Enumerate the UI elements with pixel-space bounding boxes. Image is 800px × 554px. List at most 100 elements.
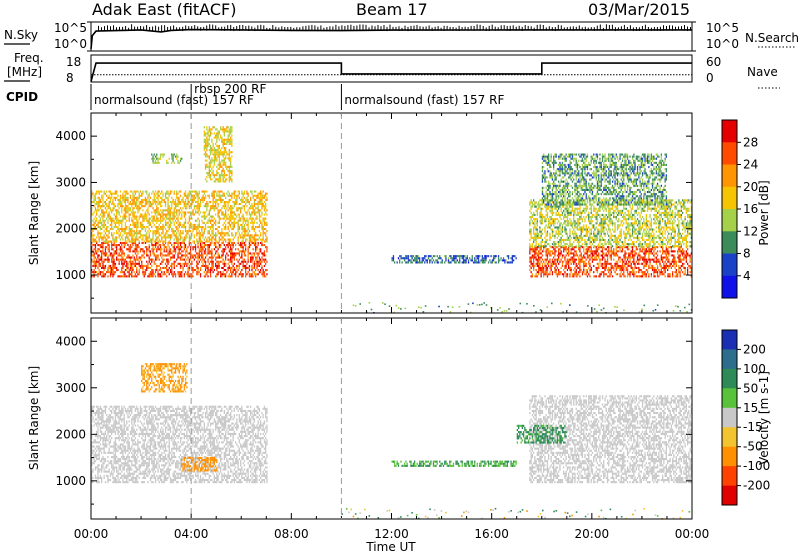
data-cell xyxy=(186,207,188,210)
data-cell xyxy=(604,273,606,276)
data-cell xyxy=(568,262,570,265)
data-cell xyxy=(634,250,636,253)
data-cell xyxy=(217,144,219,147)
data-cell xyxy=(166,159,168,162)
data-cell xyxy=(103,223,105,226)
data-cell xyxy=(154,161,157,164)
data-cell xyxy=(255,194,257,197)
data-cell xyxy=(149,201,152,204)
data-cell xyxy=(621,273,624,276)
data-cell xyxy=(102,262,104,265)
data-cell xyxy=(168,217,170,220)
data-cell xyxy=(147,266,149,269)
data-cell xyxy=(250,213,252,216)
data-cell xyxy=(633,256,635,259)
data-cell xyxy=(132,215,134,218)
data-cell xyxy=(151,157,153,160)
data-cell xyxy=(124,217,127,220)
data-cell xyxy=(484,259,486,262)
data-cell xyxy=(153,260,155,263)
data-cell xyxy=(233,256,235,259)
data-cell xyxy=(207,250,209,253)
data-cell xyxy=(541,258,544,261)
data-cell xyxy=(551,260,554,263)
data-cell xyxy=(265,223,267,226)
data-cell xyxy=(640,275,642,278)
data-cell xyxy=(231,192,233,195)
data-cell xyxy=(101,221,103,224)
data-cell xyxy=(656,264,659,267)
data-cell xyxy=(122,258,124,261)
data-cell xyxy=(93,262,95,265)
data-cell xyxy=(186,232,188,235)
data-cell xyxy=(124,198,127,201)
data-cell xyxy=(142,236,144,239)
data-cell xyxy=(441,261,443,264)
data-cell xyxy=(564,256,566,259)
data-cell xyxy=(151,258,153,261)
data-cell xyxy=(594,256,596,259)
data-cell xyxy=(253,198,256,201)
data-cell xyxy=(101,190,103,193)
data-cell xyxy=(194,269,197,272)
data-cell xyxy=(222,232,224,235)
data-cell xyxy=(225,196,227,199)
data-cell xyxy=(127,266,129,269)
data-cell xyxy=(590,248,592,251)
data-cell xyxy=(193,246,195,249)
data-cell xyxy=(93,221,95,224)
data-cell xyxy=(202,221,204,224)
data-cell xyxy=(194,226,197,229)
data-cell xyxy=(250,207,252,210)
data-cell xyxy=(600,258,602,261)
data-cell xyxy=(156,155,158,158)
data-cell xyxy=(209,241,212,244)
data-cell xyxy=(609,250,611,253)
data-cell xyxy=(162,198,164,201)
data-cell xyxy=(654,266,656,269)
data-cell xyxy=(123,196,125,199)
data-cell xyxy=(497,257,500,260)
data-cell xyxy=(237,190,239,193)
data-cell xyxy=(169,236,172,239)
data-cell xyxy=(662,271,664,274)
data-cell xyxy=(645,248,647,251)
data-cell xyxy=(153,201,155,204)
data-cell xyxy=(183,262,185,265)
data-cell xyxy=(127,254,129,257)
data-cell xyxy=(203,271,205,274)
data-cell xyxy=(96,260,98,263)
data-cell xyxy=(197,217,199,220)
data-cell xyxy=(461,255,463,258)
data-cell xyxy=(98,232,100,235)
data-cell xyxy=(142,264,144,267)
data-cell xyxy=(247,226,249,229)
data-cell xyxy=(123,190,125,193)
data-cell xyxy=(171,266,173,269)
data-cell xyxy=(119,194,122,197)
data-cell xyxy=(102,266,104,269)
data-cell xyxy=(255,244,257,247)
data-cell xyxy=(504,259,506,262)
data-cell xyxy=(560,246,562,249)
data-cell xyxy=(101,196,103,199)
data-cell xyxy=(157,203,159,206)
data-cell xyxy=(124,223,127,226)
data-cell xyxy=(169,241,172,244)
data-cell xyxy=(129,228,132,231)
data-cell xyxy=(202,262,204,265)
data-cell xyxy=(201,228,203,231)
data-cell xyxy=(211,266,213,269)
data-cell xyxy=(152,273,154,276)
data-cell xyxy=(256,194,258,197)
data-cell xyxy=(121,254,123,257)
data-cell xyxy=(116,219,118,222)
data-cell xyxy=(98,221,100,224)
data-cell xyxy=(196,201,198,204)
data-cell xyxy=(207,144,209,147)
data-cell xyxy=(167,244,169,247)
data-cell xyxy=(208,136,210,139)
data-cell xyxy=(107,219,109,222)
data-cell xyxy=(172,254,174,257)
data-cell xyxy=(497,255,500,258)
